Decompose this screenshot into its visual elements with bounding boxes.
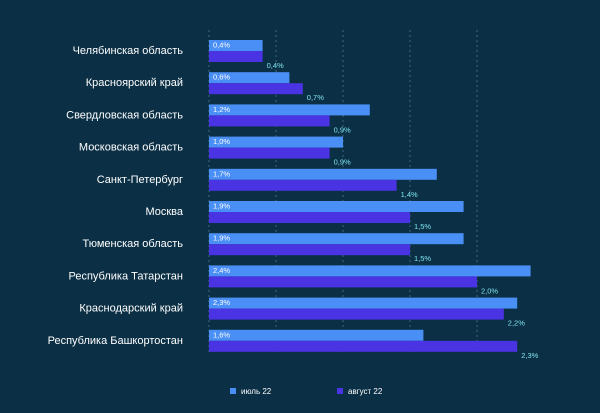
data-label-august: 0,4% (267, 61, 284, 70)
bar-july (209, 72, 290, 84)
data-label-august: 0,9% (334, 158, 351, 167)
category-label: Красноярский край (86, 77, 183, 89)
category-label: Свердловская область (66, 109, 183, 121)
category-label: Московская область (79, 142, 183, 154)
bar-july (209, 233, 464, 245)
bar-august (209, 83, 303, 95)
data-label-july: 2,4% (213, 266, 230, 275)
data-label-august: 0,7% (307, 93, 324, 102)
bar-july (209, 104, 370, 116)
category-label: Москва (145, 206, 183, 218)
data-label-august: 2,0% (481, 286, 498, 295)
legend-swatch-july (230, 388, 236, 394)
data-label-july: 0,6% (213, 73, 230, 82)
data-label-august: 2,3% (521, 351, 538, 360)
bar-august (209, 340, 518, 352)
category-label: Санкт-Петербург (97, 174, 183, 186)
data-label-august: 2,2% (508, 319, 525, 328)
data-label-july: 0,4% (213, 41, 230, 50)
legend-label-august: август 22 (348, 387, 383, 396)
bar-august (209, 179, 397, 191)
bar-august (209, 308, 504, 320)
bar-july (209, 329, 424, 341)
data-label-july: 1,2% (213, 105, 230, 114)
category-label: Республика Татарстан (68, 270, 183, 282)
data-label-july: 1,9% (213, 202, 230, 211)
category-label: Республика Башкортостан (48, 335, 183, 347)
data-label-july: 1,9% (213, 234, 230, 243)
data-label-july: 2,3% (213, 298, 230, 307)
category-label: Тюменская область (82, 238, 183, 250)
bar-july (209, 265, 531, 277)
data-label-july: 1,6% (213, 330, 230, 339)
bar-july (209, 297, 518, 309)
category-label: Челябинская область (73, 45, 184, 57)
data-label-august: 1,4% (401, 190, 418, 199)
bar-august (209, 115, 330, 127)
category-label: Краснодарский край (79, 303, 183, 315)
bar-august (209, 244, 410, 256)
bar-august (209, 212, 410, 223)
bar-july (209, 40, 263, 51)
bar-august (209, 147, 330, 159)
bar-july (209, 201, 464, 212)
data-label-august: 1,5% (414, 222, 431, 231)
data-label-july: 1,0% (213, 137, 230, 146)
data-label-august: 0,9% (334, 125, 351, 134)
bar-august (209, 51, 263, 62)
data-label-july: 1,7% (213, 169, 230, 178)
data-label-august: 1,5% (414, 254, 431, 263)
legend-swatch-august (337, 388, 343, 394)
bar-july (209, 136, 343, 148)
legend-label-july: июль 22 (241, 387, 272, 396)
bar-august (209, 276, 477, 288)
bar-july (209, 168, 437, 180)
